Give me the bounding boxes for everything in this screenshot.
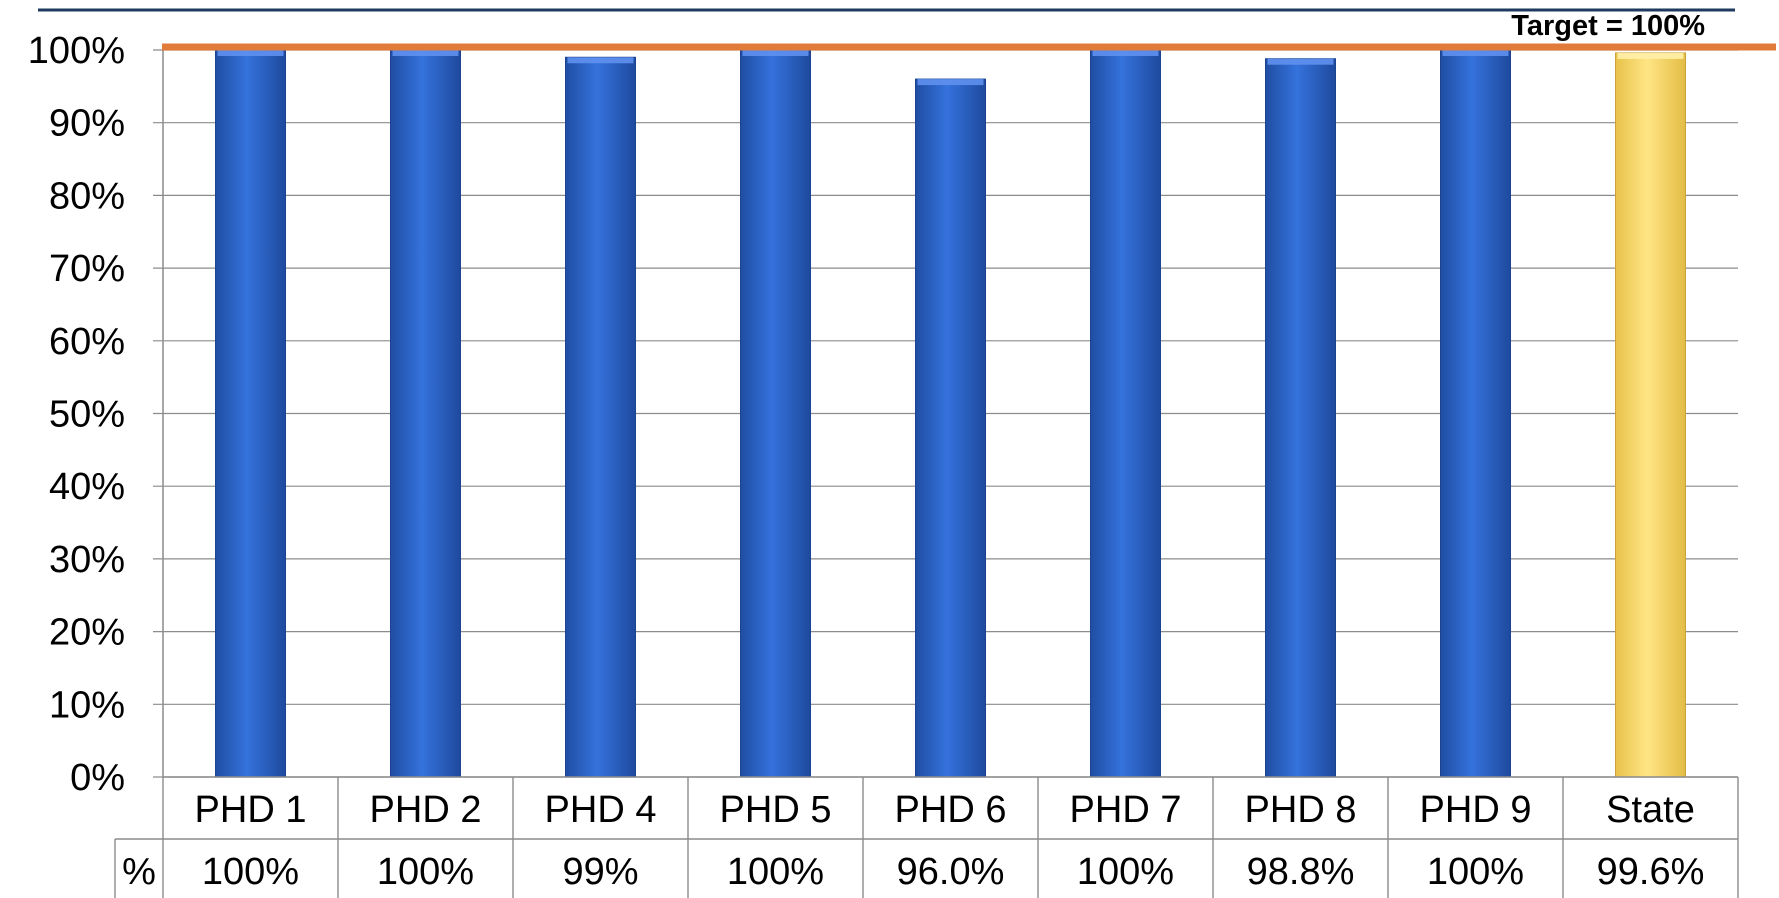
bar-top-bevel [392,50,459,56]
bar-phd-9 [1440,49,1511,778]
category-label: PHD 7 [1070,789,1182,831]
bar-state [1615,52,1686,778]
category-label: PHD 8 [1245,789,1357,831]
category-label: PHD 9 [1420,789,1532,831]
bar-phd-1 [215,49,286,778]
y-tick-label: 40% [49,466,125,508]
bar-top-bevel [1267,58,1334,65]
bar-phd-4 [565,56,636,778]
y-tick-label: 90% [49,103,125,145]
y-tick-label: 70% [49,248,125,290]
bar-top-bevel [567,57,634,64]
bars [215,49,1686,778]
y-tick-label: 10% [49,684,125,726]
bar-phd-7 [1090,49,1161,778]
bar-top-bevel [1442,50,1509,56]
category-label: PHD 6 [895,789,1007,831]
value-label: 100% [377,851,474,893]
category-label: PHD 1 [195,789,307,831]
category-label: PHD 4 [545,789,657,831]
y-tick-label: 80% [49,175,125,217]
bar-phd-6 [915,78,986,778]
category-label: PHD 5 [720,789,832,831]
target-label: Target = 100% [1511,10,1705,42]
bar-phd-8 [1265,58,1336,778]
y-tick-label: 60% [49,321,125,363]
y-tick-label: 0% [70,757,125,799]
bar-top-bevel [1617,52,1684,59]
y-tick-label: 100% [28,30,125,72]
value-label: 100% [727,851,824,893]
bar-top-bevel [917,79,984,86]
value-label: 99% [562,851,638,893]
y-tick-label: 30% [49,539,125,581]
bar-phd-2 [390,49,461,778]
category-label: State [1606,789,1695,831]
value-label: 100% [1077,851,1174,893]
value-label: 96.0% [897,851,1005,893]
value-label: 99.6% [1597,851,1705,893]
value-label: 100% [1427,851,1524,893]
bar-top-bevel [1092,50,1159,56]
table-row-header: % [122,851,156,893]
y-tick-label: 20% [49,612,125,654]
data-table: % PHD 1 100% PHD 2 100% PHD 4 99% PHD 5 100% PHD … [114,776,1739,898]
y-tick-label: 50% [49,394,125,436]
value-label: 100% [202,851,299,893]
y-axis: 0% 10% 20% 30% 40% 50% 60% 70% 80% 90% 100% [28,30,164,799]
bar-top-bevel [742,50,809,56]
bar-phd-5 [740,49,811,778]
bar-top-bevel [217,50,284,56]
category-label: PHD 2 [370,789,482,831]
value-label: 98.8% [1247,851,1355,893]
target-line-group: Target = 100% [162,10,1776,51]
